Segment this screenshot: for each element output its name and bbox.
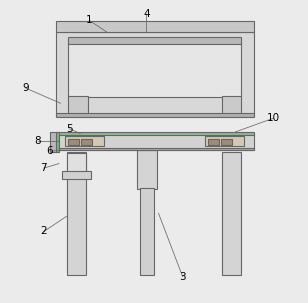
Bar xyxy=(56,148,253,150)
Bar xyxy=(222,152,241,275)
Bar xyxy=(56,113,253,117)
Bar xyxy=(56,32,253,115)
Bar xyxy=(208,139,219,145)
Text: 6: 6 xyxy=(47,146,53,157)
Bar xyxy=(65,136,104,146)
Bar xyxy=(205,136,245,146)
Bar xyxy=(68,37,241,45)
Bar xyxy=(62,171,91,179)
Bar xyxy=(50,132,58,152)
Bar xyxy=(56,132,253,135)
Bar xyxy=(137,150,157,189)
Bar xyxy=(140,188,154,275)
Bar xyxy=(68,96,88,115)
Bar xyxy=(56,21,253,32)
Bar xyxy=(67,152,86,275)
Text: 4: 4 xyxy=(143,9,150,19)
Bar xyxy=(68,139,79,145)
Text: 1: 1 xyxy=(86,15,92,25)
Text: 5: 5 xyxy=(66,124,73,134)
Bar xyxy=(56,133,253,150)
Bar xyxy=(68,40,241,97)
Bar xyxy=(222,96,241,115)
Text: 10: 10 xyxy=(266,113,280,123)
Bar xyxy=(56,132,59,152)
Bar xyxy=(221,139,232,145)
Bar xyxy=(81,139,91,145)
Text: 8: 8 xyxy=(34,136,41,146)
Text: 7: 7 xyxy=(41,163,47,173)
Text: 2: 2 xyxy=(41,226,47,236)
Text: 3: 3 xyxy=(179,272,186,282)
Text: 9: 9 xyxy=(22,83,29,93)
Bar xyxy=(67,153,86,176)
